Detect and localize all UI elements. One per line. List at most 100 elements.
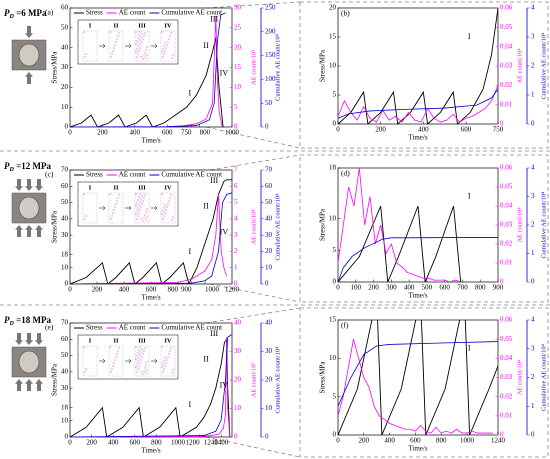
y-tick-label: 60	[61, 335, 69, 343]
inset-crack	[142, 373, 144, 375]
x-tick-label: 200	[86, 439, 97, 447]
inset-crack	[140, 198, 142, 200]
inset-crack	[145, 372, 147, 374]
x-tick-label: 400	[108, 439, 119, 447]
inset-label: III	[138, 184, 146, 191]
y2-tick-label: 0.05	[500, 23, 513, 31]
y3-tick-label: 50	[265, 99, 273, 107]
inset-crack	[146, 46, 148, 48]
y2-tick-label: 4	[234, 214, 238, 222]
inset-crack	[165, 209, 167, 211]
inset-crack	[111, 368, 113, 370]
x-tick-label: 1000	[205, 286, 220, 294]
inset-crack	[164, 204, 166, 206]
inset-crack	[117, 197, 119, 199]
inset-crack	[143, 35, 145, 37]
x-tick-label: 1000	[225, 129, 240, 137]
inset-crack	[141, 356, 143, 358]
y3-tick-label: 1	[531, 402, 535, 410]
y-tick-label: 10	[61, 103, 69, 111]
stage-label: III	[210, 176, 218, 185]
inset-crack	[161, 51, 163, 53]
inset-specimen	[160, 192, 176, 224]
x-tick-label: 1400	[214, 439, 229, 447]
inset-crack	[172, 216, 174, 218]
legend-label: Cumulative AE count	[161, 324, 222, 332]
x-tick-label: 0	[336, 126, 340, 134]
y-axis-title: Stress/MPa	[51, 51, 59, 84]
series-line	[70, 179, 232, 284]
y-tick-label: 60	[61, 182, 69, 190]
inset-crack	[83, 346, 85, 348]
pressure-sub: D	[9, 14, 15, 20]
inset-crack	[111, 53, 113, 55]
inset-crack	[162, 48, 164, 50]
inset-crack	[169, 35, 171, 37]
y2-tick-label: 0.02	[500, 81, 513, 89]
stage-label: IV	[220, 228, 229, 237]
y2-tick-label: 0	[500, 120, 504, 128]
inset-crack	[138, 34, 140, 36]
inset-crack	[109, 31, 111, 33]
inset-crack	[143, 350, 145, 352]
legend-label: Cumulative AE count	[161, 9, 222, 17]
load-arrow	[25, 333, 33, 345]
stage-label: I	[189, 89, 192, 98]
y3-tick-label: 0	[531, 120, 535, 128]
inset-crack	[163, 215, 165, 217]
y-tick-label: 30	[61, 63, 69, 71]
y2-tick-label: 0.01	[500, 100, 513, 108]
y-tick-label: 70	[61, 166, 69, 174]
y3-tick-label: 70	[265, 166, 273, 174]
inset-crack	[139, 31, 141, 33]
y3-tick-label: 1	[531, 249, 535, 257]
specimen	[18, 43, 40, 67]
y2-tick-label: 30	[234, 4, 242, 12]
inset-crack	[136, 210, 138, 212]
x-tick-label: 700	[457, 284, 468, 292]
y2-tick-label: 7	[234, 166, 238, 174]
inset-crack	[170, 194, 172, 196]
y-tick-label: 5	[333, 246, 337, 254]
y-tick-label: 0	[65, 280, 69, 288]
inset-label: IV	[164, 184, 172, 191]
y-axis-title: Stress/MPa	[51, 210, 59, 243]
y2-tick-label: 10	[234, 83, 242, 91]
load-arrow	[25, 225, 33, 237]
inset-crack	[85, 215, 87, 217]
inset-crack	[146, 54, 148, 56]
inset-crack	[143, 370, 145, 372]
y2-tick-label: 10	[234, 404, 242, 412]
y-axis-title: Stress/MPa	[319, 49, 327, 82]
inset-crack	[164, 50, 166, 52]
y3-tick-label: 200	[265, 27, 276, 35]
inset-specimen	[160, 30, 176, 62]
legend-label: AE count	[119, 171, 146, 179]
x-tick-label: 200	[368, 284, 379, 292]
y-tick-label: 50	[61, 351, 69, 359]
inset: I II III IV	[77, 334, 179, 380]
y2-tick-label: 3	[234, 231, 238, 239]
inset-specimen	[82, 345, 98, 377]
y-tick-label: 5	[333, 392, 337, 400]
series-line	[70, 337, 231, 437]
inset-crack	[142, 220, 144, 222]
inset-crack	[141, 203, 143, 205]
inset-crack	[140, 206, 142, 208]
load-arrow	[35, 379, 43, 391]
load-arrow	[25, 379, 33, 391]
y3-tick-label: 20	[265, 247, 273, 255]
y3-tick-label: 0	[265, 433, 269, 441]
inset-arrow	[99, 43, 106, 49]
y-tick-label: 0	[333, 120, 337, 128]
pressure-label: PD =18 MPa	[4, 315, 51, 327]
inset-crack	[85, 368, 87, 370]
legend-label: Cumulative AE count	[161, 171, 222, 179]
inset-crack	[161, 346, 163, 348]
y2-tick-label: 0.02	[500, 240, 513, 248]
y-tick-label: 40	[61, 214, 69, 222]
inset-crack	[170, 347, 172, 349]
panel-label: (f)	[341, 321, 349, 330]
panel-label: (d)	[341, 169, 350, 178]
inset-crack	[83, 193, 85, 195]
